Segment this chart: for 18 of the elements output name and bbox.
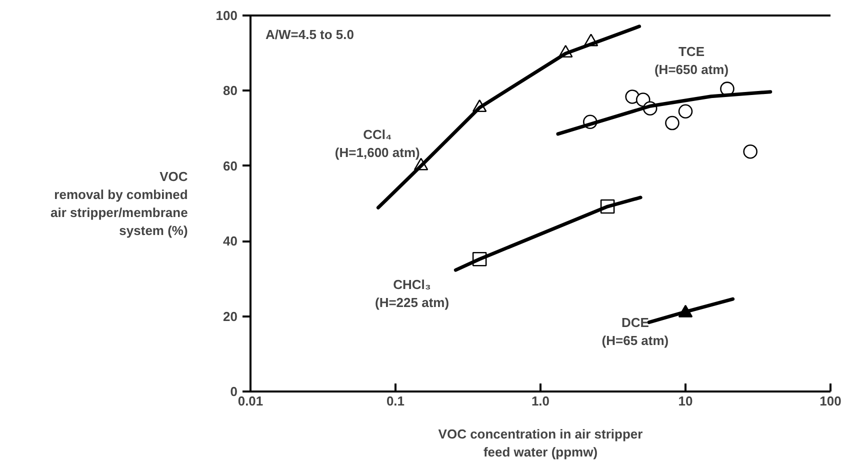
x-tick-label: 0.01: [238, 394, 264, 408]
y-tick-label: 80: [223, 83, 238, 98]
x-tick-label: 100: [820, 394, 842, 408]
y-tick-label: 60: [223, 158, 238, 174]
y-tick-label: 100: [216, 8, 238, 23]
text: CHCl₃ (H=225 atm): [374, 277, 450, 310]
series-label: DCE (H=65 atm): [602, 314, 669, 348]
x-tick-label: 1.0: [531, 394, 550, 408]
annotation: A/W=4.5 to 5.0: [266, 26, 354, 42]
x-tick-label: 10: [678, 394, 693, 408]
x-axis-title: VOC concentration in air stripper feed water (ppmw): [438, 426, 643, 460]
y-tick-label: 20: [223, 308, 238, 324]
y-axis-title: VOC removal by combined air stripper/membrane system (%): [50, 169, 188, 238]
x-tick-label: 0.1: [386, 394, 405, 408]
y-tick-label: 40: [223, 234, 238, 249]
series-label: CCl₄ (H=1,600 atm): [334, 126, 420, 160]
y-tick-label: 0: [230, 384, 238, 399]
series-label: TCE (H=650 atm): [654, 44, 729, 78]
